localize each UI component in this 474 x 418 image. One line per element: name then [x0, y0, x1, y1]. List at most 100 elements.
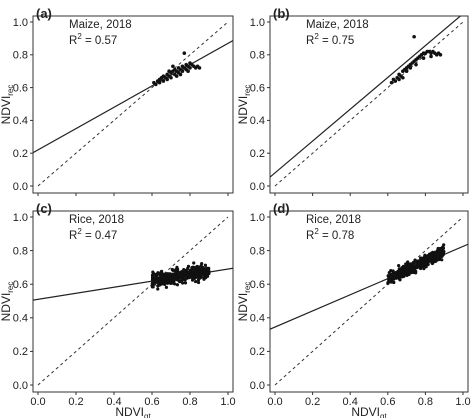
annotation-crop-year: Rice, 2018: [306, 214, 361, 226]
y-tick-label: 0.4: [13, 313, 28, 325]
data-point: [188, 61, 192, 65]
y-axis-title-sub: rec: [6, 85, 15, 96]
data-point: [188, 66, 192, 70]
y-tick-label: 0.8: [13, 245, 28, 257]
x-tick-label: 0.6: [144, 396, 159, 408]
data-point: [421, 56, 426, 60]
data-point: [419, 259, 423, 263]
data-point: [402, 267, 406, 271]
data-point: [201, 272, 205, 276]
data-point: [151, 274, 155, 279]
data-point: [204, 275, 208, 279]
data-point: [405, 273, 409, 278]
y-tick-label: 1.0: [13, 17, 28, 29]
r2-value: = 0.57: [82, 35, 118, 47]
data-point: [171, 64, 175, 69]
data-point: [158, 272, 162, 277]
data-point: [390, 272, 394, 277]
y-tick-label: 0.8: [250, 50, 265, 62]
r2-value: = 0.47: [82, 230, 118, 242]
data-point: [161, 278, 165, 282]
x-axis-title-sub: gt: [144, 412, 151, 418]
x-tick-label: 0.6: [380, 396, 395, 408]
x-axis-title-sub: gt: [380, 412, 387, 418]
data-point: [193, 279, 198, 284]
annotation-crop-year: Maize, 2018: [306, 19, 369, 31]
data-point: [414, 62, 418, 67]
y-tick-label: 0.2: [250, 148, 265, 160]
panel-letter: (b): [273, 6, 290, 21]
y-axis-title-main: NDVI: [236, 293, 250, 322]
y-axis-title-main: NDVI: [236, 96, 250, 125]
data-point: [399, 273, 403, 277]
data-point: [399, 270, 403, 274]
y-axis-title-main: NDVI: [0, 96, 13, 125]
data-point: [397, 264, 401, 268]
data-point: [167, 69, 171, 73]
annotation-r2: R2 = 0.47: [69, 227, 117, 242]
r2-label: R: [69, 230, 77, 242]
x-axis-title: NDVIgt: [115, 405, 151, 418]
data-point: [165, 77, 169, 82]
data-point: [154, 82, 158, 87]
data-point: [171, 268, 175, 272]
data-point: [157, 280, 161, 284]
plot-content: [33, 216, 233, 386]
y-tick-label: 0.0: [13, 380, 28, 392]
data-point: [441, 251, 445, 255]
data-point: [173, 272, 178, 276]
x-axis-title: NDVIgt: [351, 405, 387, 418]
data-point: [166, 274, 170, 278]
data-point: [174, 269, 179, 274]
data-point: [198, 276, 202, 280]
data-point: [186, 266, 190, 271]
data-points: [389, 34, 443, 85]
annotation-crop-year: Maize, 2018: [69, 19, 132, 31]
y-tick-label: 0.0: [13, 181, 28, 193]
y-tick-label: 0.0: [250, 181, 265, 193]
data-point: [391, 280, 396, 284]
data-point: [150, 281, 154, 285]
data-point: [413, 258, 417, 262]
data-point: [404, 262, 408, 266]
data-point: [177, 272, 181, 276]
data-point: [174, 74, 179, 78]
annotation-r2: R2 = 0.57: [69, 32, 117, 47]
y-tick-label: 1.0: [250, 212, 265, 224]
data-point: [436, 247, 440, 251]
data-point: [442, 243, 446, 247]
annotation-crop-year: Rice, 2018: [69, 214, 124, 226]
x-axis-title-main: NDVI: [351, 405, 380, 418]
data-point: [155, 277, 159, 281]
data-point: [186, 69, 190, 73]
x-tick-label: 0.4: [106, 396, 121, 408]
data-point: [196, 280, 201, 285]
data-point: [157, 80, 162, 85]
data-point: [412, 34, 416, 39]
data-point: [406, 269, 411, 273]
one-to-one-line: [274, 21, 464, 187]
data-point: [429, 257, 433, 261]
plot-content: [33, 21, 233, 187]
data-point: [169, 75, 173, 80]
data-point: [413, 264, 417, 268]
data-point: [190, 266, 194, 270]
one-to-one-line: [37, 21, 229, 187]
data-point: [425, 254, 430, 258]
annotation-r2: R2 = 0.75: [306, 32, 354, 47]
y-tick-label: 0.6: [250, 279, 265, 291]
data-point: [418, 262, 422, 266]
x-tick-label: 0.2: [68, 396, 83, 408]
panel-letter: (c): [36, 201, 52, 216]
data-point: [171, 276, 175, 280]
y-tick-label: 0.6: [13, 279, 28, 291]
y-tick-label: 0.4: [250, 115, 265, 127]
r2-superscript: 2: [314, 227, 319, 236]
data-point: [183, 281, 188, 285]
data-point: [422, 265, 426, 270]
y-tick-label: 0.4: [13, 115, 28, 127]
y-axis-title: NDVIrec: [0, 85, 15, 125]
data-point: [402, 265, 406, 269]
data-point: [404, 69, 409, 73]
